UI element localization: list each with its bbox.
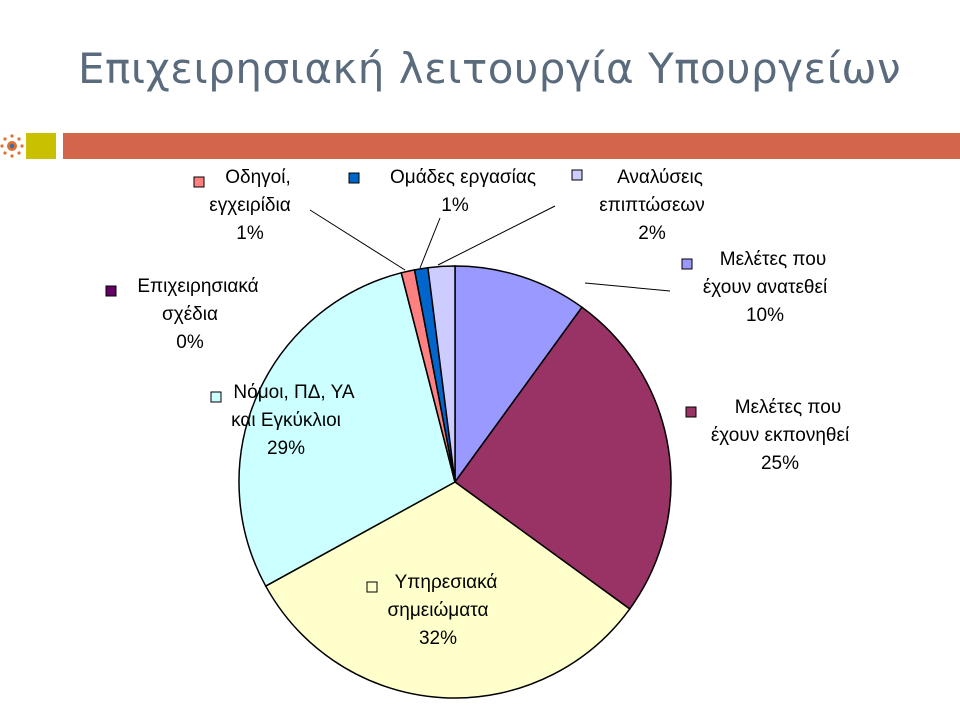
label-color-marker-0: [681, 258, 693, 270]
leader-line-5: [309, 209, 406, 271]
label-color-marker-7: [571, 169, 583, 181]
pie-slice-0: [454, 265, 584, 485]
slice-label-2: Υπηρεσιακά σημειώματα 32%: [388, 572, 498, 649]
logo-dots-icon: [0, 134, 24, 158]
leader-line-6: [419, 217, 441, 269]
pie-slice-2: [264, 481, 631, 699]
header-orange-strip: [63, 133, 960, 159]
slice-label-7: Αναλύσεις επιπτώσεων 2%: [599, 167, 705, 244]
pie-slice-1: [453, 306, 672, 611]
header-decoration-bar: [0, 133, 960, 159]
label-color-marker-3: [210, 391, 222, 403]
slice-label-6: Ομάδες εργασίας 1%: [390, 167, 536, 216]
leader-line-0: [584, 282, 671, 292]
slice-label-4: Επιχειρησιακά σχέδια 0%: [137, 276, 258, 353]
data-labels: Μελέτες που έχουν ανατεθεί 10% Μελέτες που έ…: [105, 167, 850, 649]
slice-label-0: Μελέτες που έχουν ανατεθεί 10%: [703, 249, 828, 326]
label-color-marker-2: [366, 581, 378, 593]
pie-slice-7: [427, 265, 456, 483]
slice-label-3: Νόμοι, ΠΔ, ΥΑ και Εγκύκλιοι 29%: [231, 382, 355, 459]
label-color-marker-4: [105, 285, 117, 297]
leader-line-7: [437, 205, 556, 266]
slice-label-1: Μελέτες που έχουν εκπονηθεί 25%: [711, 397, 850, 474]
pie-slices: [238, 265, 672, 699]
header-olive-block: [26, 133, 56, 159]
slide-title: Επιχειρησιακή λειτουργία Υπουργείων: [78, 44, 902, 93]
label-color-marker-6: [348, 172, 360, 184]
leader-lines: [309, 205, 671, 292]
label-color-marker-1: [685, 406, 697, 418]
slice-label-5: Οδηγοί, εγχειρίδια 1%: [209, 167, 290, 244]
label-color-marker-5: [193, 176, 205, 188]
pie-slice-3: [238, 271, 456, 588]
